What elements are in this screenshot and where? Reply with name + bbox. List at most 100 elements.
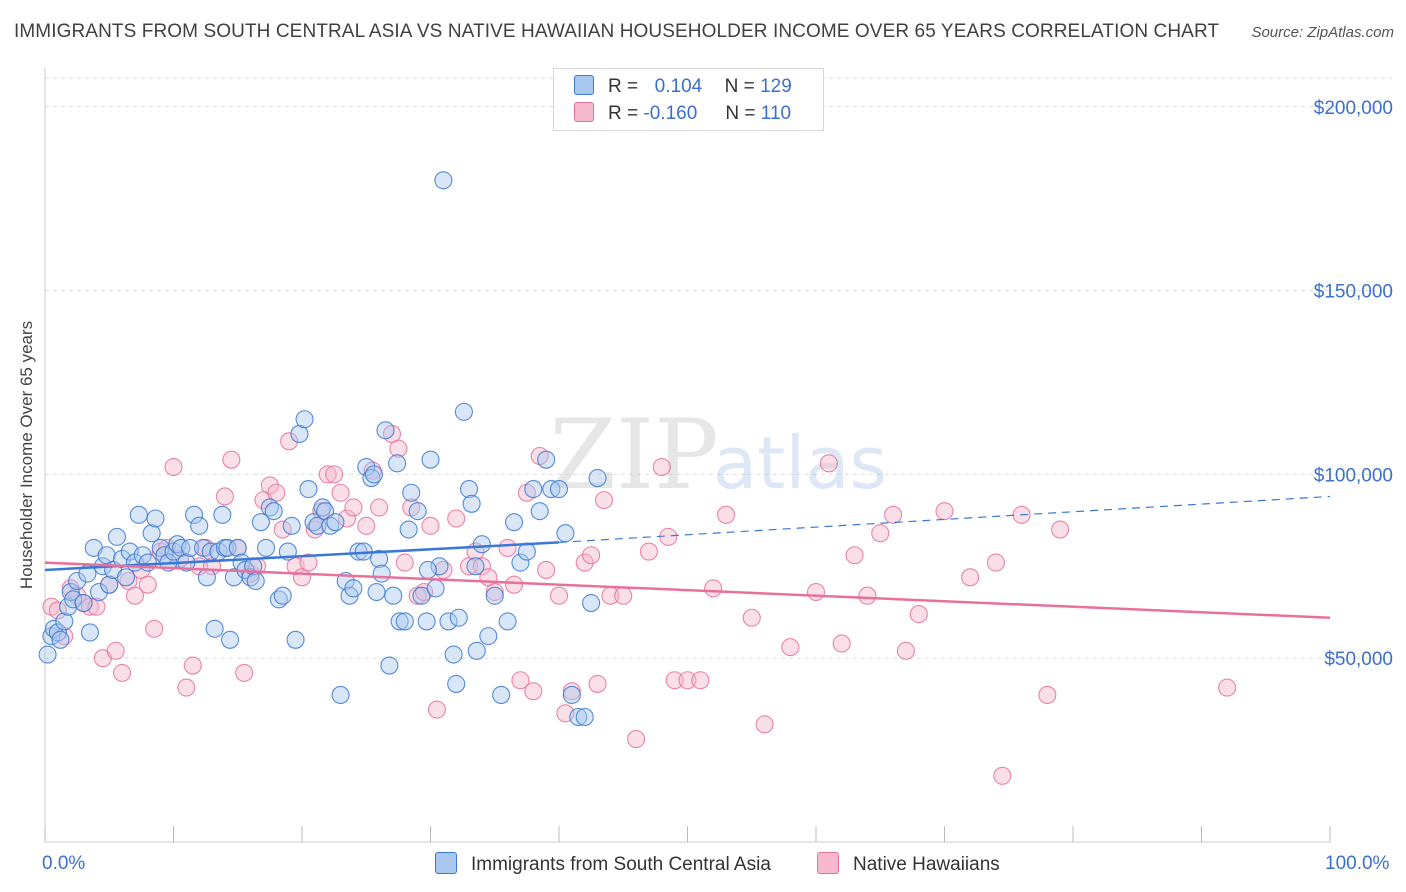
data-point <box>357 457 376 477</box>
data-point <box>116 568 136 587</box>
data-point <box>367 582 386 602</box>
data-point <box>537 560 556 580</box>
trend-lines <box>44 495 1331 620</box>
data-point <box>389 439 408 458</box>
data-point <box>884 505 903 524</box>
source-label: Source: ZipAtlas.com <box>1251 24 1394 41</box>
legend-r-label: R = <box>608 76 639 97</box>
bottom-legend-swatch-blue <box>435 852 457 874</box>
data-point <box>459 480 479 499</box>
data-point <box>38 645 57 664</box>
data-point <box>466 557 485 576</box>
data-point <box>228 538 247 557</box>
data-point <box>376 421 395 440</box>
data-point <box>935 502 954 521</box>
data-point <box>145 619 164 638</box>
data-point <box>434 171 453 190</box>
data-point <box>627 730 646 749</box>
data-point <box>417 612 436 631</box>
data-point <box>427 700 446 719</box>
data-point <box>472 557 491 576</box>
legend-r-value: -0.160 <box>643 103 698 124</box>
data-point <box>659 527 678 546</box>
data-point <box>55 612 74 631</box>
y-tick-label: $50,000 <box>1324 649 1393 670</box>
data-point <box>447 674 466 693</box>
data-point <box>107 527 127 546</box>
data-point <box>704 579 723 598</box>
data-point <box>395 553 414 572</box>
data-point <box>614 586 633 605</box>
data-point <box>569 707 588 727</box>
data-point <box>504 575 524 594</box>
data-point <box>260 476 279 495</box>
data-point <box>251 513 270 532</box>
data-point <box>325 465 344 484</box>
data-point <box>395 612 414 631</box>
data-point <box>993 766 1012 785</box>
data-point <box>74 593 93 613</box>
data-point <box>444 645 463 664</box>
y-tick-label: $200,000 <box>1314 98 1393 119</box>
data-point <box>80 623 100 642</box>
data-point <box>678 671 697 690</box>
legend-n-label: N = <box>725 103 756 124</box>
data-point <box>318 465 337 484</box>
data-point <box>582 546 601 565</box>
legend-swatch-pink <box>574 102 594 122</box>
trend-line-blue-extension <box>558 495 1331 543</box>
data-point <box>511 553 530 572</box>
data-point <box>370 498 389 517</box>
data-point <box>357 516 376 535</box>
data-point <box>479 627 498 646</box>
data-point <box>280 432 299 451</box>
legend-n-value: 129 <box>760 76 792 97</box>
data-point <box>462 494 481 513</box>
data-point <box>142 524 161 543</box>
data-point <box>449 608 468 627</box>
data-point <box>48 601 67 620</box>
data-point <box>64 590 83 609</box>
legend-row-series1: R = 0.104 N = 129 <box>574 75 792 99</box>
data-point <box>556 524 575 543</box>
y-tick-label: $150,000 <box>1314 282 1393 303</box>
data-point <box>652 457 671 477</box>
data-point <box>530 502 549 521</box>
x-tick-min: 0.0% <box>42 853 86 874</box>
data-point <box>716 505 736 524</box>
y-axis-label: Householder Income Over 65 years <box>17 320 36 590</box>
data-point <box>562 685 581 705</box>
data-point <box>439 612 458 631</box>
data-point <box>819 454 838 473</box>
data-point <box>215 487 234 506</box>
data-point <box>447 509 466 528</box>
data-point <box>138 575 157 594</box>
data-point <box>344 498 363 517</box>
data-point <box>755 715 774 734</box>
data-point <box>896 641 916 660</box>
data-point <box>485 586 504 605</box>
data-point <box>344 579 363 598</box>
data-point <box>106 641 125 660</box>
data-point <box>408 502 427 521</box>
data-point <box>390 612 409 631</box>
data-point <box>492 685 511 705</box>
data-point <box>426 579 445 598</box>
data-point <box>858 586 877 605</box>
data-point <box>418 560 437 580</box>
series-south-central-asia <box>38 171 607 727</box>
data-point <box>498 612 517 631</box>
data-point <box>454 402 473 421</box>
data-point <box>582 593 601 613</box>
data-point <box>871 524 890 543</box>
legend-n-label: N = <box>724 76 755 97</box>
data-point <box>961 568 980 587</box>
data-point <box>384 586 403 605</box>
legend-row-series2: R = -0.160 N = 110 <box>574 102 791 126</box>
data-point <box>273 586 292 605</box>
data-point <box>665 671 684 690</box>
data-point <box>273 520 292 539</box>
data-point <box>326 513 345 532</box>
data-point <box>286 630 305 649</box>
